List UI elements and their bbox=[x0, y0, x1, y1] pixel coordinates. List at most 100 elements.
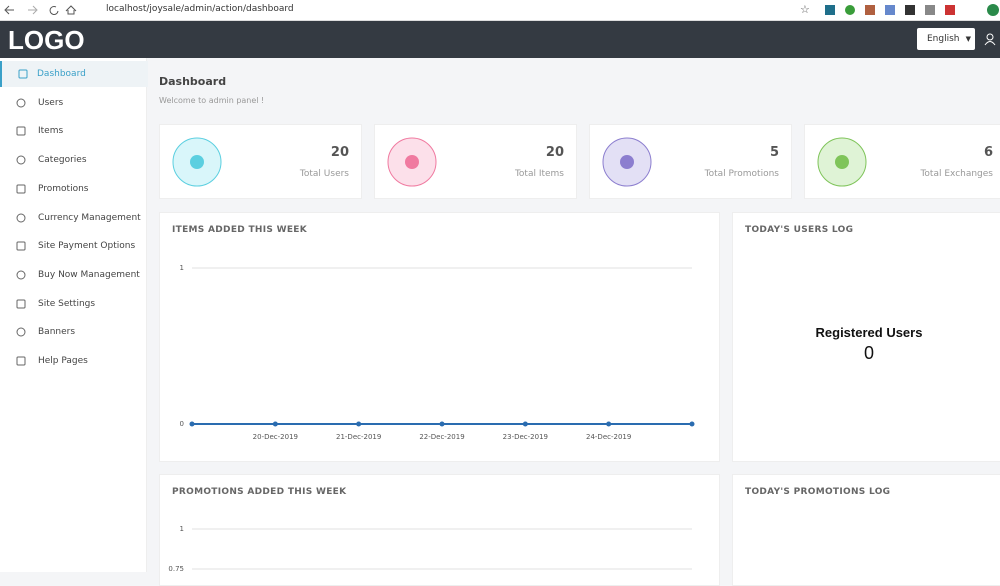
sidebar-item[interactable]: Items bbox=[0, 118, 146, 144]
stat-icon bbox=[602, 137, 652, 187]
sidebar-label: Categories bbox=[38, 155, 87, 166]
users-log-panel: TODAY'S USERS LOG Registered Users 0 bbox=[732, 212, 1000, 462]
top-bar: LOGO English ▼ bbox=[0, 21, 1000, 58]
sidebar-item[interactable]: Site Payment Options bbox=[0, 233, 146, 259]
sidebar-item[interactable]: Users bbox=[0, 90, 146, 116]
icon-glyph bbox=[835, 155, 849, 169]
sidebar-label: Users bbox=[38, 97, 64, 108]
sidebar-icon bbox=[18, 69, 28, 79]
point bbox=[606, 421, 612, 427]
point bbox=[689, 421, 695, 427]
items-chart: 0 1 20-Dec-2019 21-Dec-2019 22-Dec-2019 23-De… bbox=[180, 264, 695, 441]
stat-label: Total Exchanges bbox=[920, 169, 993, 179]
sidebar-icon bbox=[16, 356, 26, 366]
panel-title: PROMOTIONS ADDED THIS WEEK bbox=[172, 487, 347, 497]
sidebar-item[interactable]: Dashboard bbox=[0, 61, 148, 87]
stat-card: 5 Total Promotions bbox=[589, 124, 792, 199]
icon-shape bbox=[16, 213, 26, 222]
stat-label: Total Users bbox=[299, 169, 349, 179]
panel-title: TODAY'S PROMOTIONS LOG bbox=[745, 487, 891, 497]
stat-icon bbox=[387, 137, 437, 187]
page-subtitle: Welcome to admin panel ! bbox=[159, 96, 265, 105]
sidebar-icon bbox=[16, 126, 26, 136]
icon-shape bbox=[18, 69, 28, 79]
nav-buttons bbox=[4, 5, 77, 15]
extensions: ☆ bbox=[800, 3, 999, 16]
sidebar-icon bbox=[16, 270, 26, 280]
point bbox=[439, 421, 445, 427]
logo[interactable]: LOGO bbox=[8, 25, 85, 55]
y-tick-label: 0.75 bbox=[168, 565, 184, 573]
stat-card: 20 Total Users bbox=[159, 124, 362, 199]
stat-value: 5 bbox=[769, 145, 779, 160]
url[interactable]: localhost/joysale/admin/action/dashboard bbox=[106, 4, 294, 14]
icon-shape bbox=[16, 184, 26, 194]
stat-card: 6 Total Exchanges bbox=[804, 124, 1000, 199]
y-tick-label: 1 bbox=[180, 525, 184, 533]
sidebar-item[interactable]: Site Settings bbox=[0, 291, 146, 317]
sidebar-icon bbox=[16, 327, 26, 337]
stat-label: Total Promotions bbox=[704, 169, 779, 179]
sidebar-icon bbox=[16, 155, 26, 165]
svg-text:☆: ☆ bbox=[800, 3, 810, 16]
sidebar-label: Dashboard bbox=[37, 69, 86, 79]
sidebar-icon bbox=[16, 98, 26, 108]
point bbox=[522, 421, 528, 427]
panel-title: ITEMS ADDED THIS WEEK bbox=[172, 225, 307, 235]
sidebar-icon bbox=[16, 241, 26, 251]
sidebar-item[interactable]: Promotions bbox=[0, 176, 146, 202]
icon-shape bbox=[16, 270, 26, 280]
user-icon[interactable] bbox=[983, 32, 997, 46]
sidebar-label: Items bbox=[38, 126, 64, 137]
sidebar-icon bbox=[16, 213, 26, 222]
icon-glyph bbox=[190, 155, 204, 169]
x-tick-label: 23-Dec-2019 bbox=[503, 433, 548, 441]
promotions-chart: 0.75 1 bbox=[168, 525, 692, 573]
sidebar-label: Banners bbox=[38, 327, 76, 338]
point bbox=[189, 421, 195, 427]
icon-glyph bbox=[620, 155, 634, 169]
stat-value: 6 bbox=[983, 145, 993, 160]
page-title: Dashboard bbox=[159, 75, 227, 88]
icon-shape bbox=[16, 98, 26, 108]
sidebar-item[interactable]: Categories bbox=[0, 147, 146, 173]
log-value: 0 bbox=[863, 343, 874, 363]
sidebar-label: Site Payment Options bbox=[38, 241, 136, 252]
stat-label: Total Items bbox=[514, 169, 564, 179]
language: English bbox=[927, 34, 960, 44]
sidebar-label: Currency Management bbox=[38, 212, 141, 223]
icon-shape bbox=[16, 356, 26, 366]
y-tick-label: 1 bbox=[180, 264, 184, 272]
icon-shape bbox=[16, 327, 26, 337]
sidebar-icon bbox=[16, 184, 26, 194]
browser-bar: localhost/joysale/admin/action/dashboard… bbox=[0, 0, 1000, 21]
sidebar-label: Buy Now Management bbox=[38, 269, 140, 280]
x-tick-label: 21-Dec-2019 bbox=[336, 433, 381, 441]
items-panel: ITEMS ADDED THIS WEEK 0 1 20-Dec-2019 21-De… bbox=[159, 212, 720, 462]
log-label: Registered Users bbox=[815, 325, 923, 340]
stat-card: 20 Total Items bbox=[374, 124, 577, 199]
language-select[interactable]: English ▼ bbox=[917, 28, 975, 50]
sidebar-item[interactable]: Banners bbox=[0, 319, 146, 345]
x-tick-label: 20-Dec-2019 bbox=[253, 433, 298, 441]
promotions-panel: PROMOTIONS ADDED THIS WEEK 0.75 1 bbox=[159, 474, 720, 586]
sidebar-label: Help Pages bbox=[38, 356, 88, 366]
y-tick-label: 0 bbox=[180, 420, 184, 428]
sidebar-label: Site Settings bbox=[38, 298, 96, 309]
sidebar-item[interactable]: Help Pages bbox=[0, 348, 146, 374]
icon-shape bbox=[16, 126, 26, 136]
icon-shape bbox=[16, 299, 26, 309]
icon-shape bbox=[16, 241, 26, 251]
icon-shape bbox=[16, 155, 26, 165]
x-tick-label: 22-Dec-2019 bbox=[419, 433, 464, 441]
sidebar: Dashboard Users Items Categories Promotions C… bbox=[0, 58, 148, 572]
panel-title: TODAY'S USERS LOG bbox=[745, 225, 854, 235]
sidebar-item[interactable]: Currency Management bbox=[0, 205, 146, 231]
x-tick-label: 24-Dec-2019 bbox=[586, 433, 631, 441]
sidebar-item[interactable]: Buy Now Management bbox=[0, 262, 146, 288]
point bbox=[272, 421, 278, 427]
point bbox=[356, 421, 362, 427]
sidebar-icon bbox=[16, 299, 26, 309]
stat-value: 20 bbox=[330, 145, 349, 160]
